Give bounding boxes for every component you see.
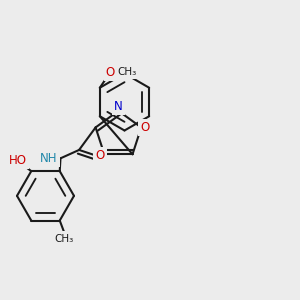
Text: O: O	[140, 121, 149, 134]
Text: CH₃: CH₃	[55, 233, 74, 244]
Text: O: O	[106, 66, 115, 79]
Text: NH: NH	[40, 152, 58, 165]
Text: N: N	[114, 100, 123, 113]
Text: HO: HO	[9, 154, 27, 167]
Text: O: O	[95, 149, 105, 162]
Text: CH₃: CH₃	[118, 67, 137, 77]
